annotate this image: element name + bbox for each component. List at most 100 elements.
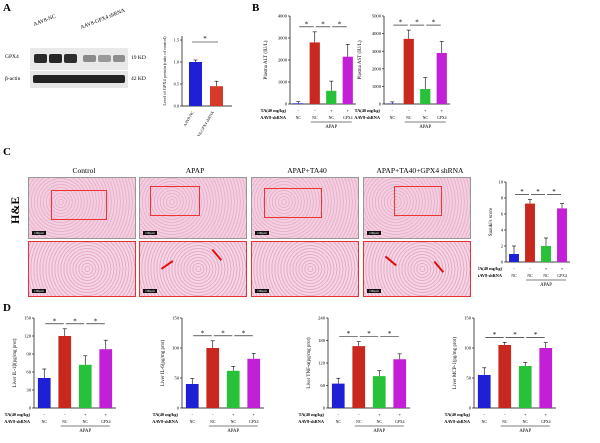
y-tick-label: 1000	[372, 84, 382, 89]
bar	[352, 346, 366, 408]
treatment-value: NC	[83, 420, 89, 424]
bar	[37, 378, 51, 408]
y-tick-label: 30	[26, 388, 31, 393]
treatment-value: -	[529, 266, 531, 271]
y-tick-label: 120	[318, 361, 326, 366]
blot-band	[49, 54, 62, 63]
treatment-label: TA(40 mg/kg)	[153, 412, 179, 417]
y-tick-label: 90	[26, 352, 31, 357]
treatment-value: NC	[423, 116, 429, 120]
panel-label-b: B	[252, 2, 260, 14]
y-tick-label: 2000	[372, 66, 382, 71]
treatment-value: NC	[356, 420, 362, 424]
treatment-value: +	[524, 412, 527, 417]
treatment-value: +	[330, 108, 333, 113]
treatment-value: -	[314, 108, 316, 113]
y-tick-label: 1.5	[174, 38, 179, 43]
bar	[78, 364, 92, 408]
micrograph-low-mag: 100μm	[251, 177, 359, 239]
significance-star: *	[321, 20, 325, 28]
y-axis-label: Liver IL-6(pg/mg prot)	[161, 339, 166, 386]
scale-bar: 100μm	[143, 231, 157, 235]
bar	[393, 359, 407, 408]
micrograph-low-mag: 100μm	[28, 177, 136, 239]
bar	[518, 366, 532, 408]
treatment-value: +	[378, 412, 381, 417]
treatment-value: -	[391, 108, 393, 113]
y-tick-label: 60	[320, 383, 325, 388]
significance-star: *	[513, 331, 517, 339]
blot-lane-label: AAV8-NC	[32, 13, 57, 28]
treatment-label: AAV8-shRNA	[354, 115, 381, 120]
blot-band	[64, 54, 77, 63]
treatment-value: +	[104, 412, 107, 417]
treatment-value: +	[561, 266, 564, 271]
bar	[557, 208, 567, 262]
column-header: Control	[72, 166, 96, 175]
bar	[477, 375, 491, 408]
group-label: APAP	[325, 125, 337, 130]
significance-star: *	[203, 35, 207, 43]
bar	[293, 103, 304, 104]
treatment-value: -	[408, 108, 410, 113]
treatment-value: NC	[329, 116, 335, 120]
zoom-region-box	[264, 188, 322, 218]
bar	[342, 56, 353, 104]
panel-label-d: D	[3, 302, 11, 314]
y-tick-label: 240	[318, 316, 326, 321]
treatment-value: NC	[42, 420, 48, 424]
bar	[185, 384, 199, 408]
y-axis-label: Liver TNF-α(pg/mg prot)	[307, 337, 312, 388]
treatment-value: NC	[511, 274, 517, 278]
significance-star: *	[53, 317, 57, 325]
y-tick-label: 0	[469, 406, 472, 411]
y-tick-label: 120	[24, 334, 32, 339]
significance-star: *	[94, 317, 98, 325]
column-header: APAP	[185, 166, 205, 175]
y-tick-label: 6	[501, 212, 504, 217]
treatment-value: +	[232, 412, 235, 417]
scale-bar: 100μm	[32, 289, 46, 293]
bar	[206, 348, 220, 408]
chart-suzuki-score: 0 2 4 6 8 10 Suzuki's score * * * TA(40 mg/kg) AAV8…	[478, 180, 570, 288]
treatment-value: +	[252, 412, 255, 417]
group-label: APAP	[79, 429, 91, 434]
y-tick-label: 2000	[278, 58, 288, 63]
bar	[420, 89, 431, 104]
group-label: APAP	[419, 125, 431, 130]
panel-label-a: A	[3, 2, 11, 14]
group-label: APAP	[227, 429, 239, 434]
treatment-value: GPX4	[437, 116, 447, 120]
x-tick-label: AAV8-GPX4 shRNA	[193, 110, 215, 136]
significance-star: *	[536, 188, 540, 196]
zoom-region-box	[150, 186, 200, 216]
y-tick-label: 100	[172, 346, 180, 351]
y-tick-label: 0	[501, 260, 504, 265]
micrograph-high-mag: 100μm	[363, 241, 471, 297]
y-tick-label: 0	[379, 102, 382, 107]
y-tick-label: 8	[501, 196, 504, 201]
micrograph-high-mag: 100μm	[28, 241, 136, 297]
bar	[189, 62, 202, 106]
y-tick-label: 5000	[372, 14, 382, 19]
treatment-value: NC	[190, 420, 196, 424]
micrograph-low-mag: 100μm	[139, 177, 247, 239]
treatment-value: NC	[523, 420, 529, 424]
scale-bar: 100μm	[32, 231, 46, 235]
treatment-value: -	[358, 412, 360, 417]
x-tick-label: AAV8-NC	[182, 110, 195, 128]
treatment-value: GPX4	[395, 420, 405, 424]
scale-bar: 100μm	[367, 231, 381, 235]
y-tick-label: 1000	[278, 80, 288, 85]
blot-strip-actin	[30, 71, 128, 88]
treatment-label: AAV8-shRNA	[152, 419, 179, 424]
y-tick-label: 3000	[372, 49, 382, 54]
treatment-label: AAV8-shRNA	[478, 273, 503, 278]
treatment-value: +	[84, 412, 87, 417]
column-header: APAP+TA40	[287, 166, 327, 175]
bar	[525, 203, 535, 262]
significance-star: *	[221, 329, 225, 337]
y-tick-label: 0	[285, 102, 288, 107]
treatment-value: -	[504, 412, 506, 417]
significance-star: *	[201, 329, 205, 337]
